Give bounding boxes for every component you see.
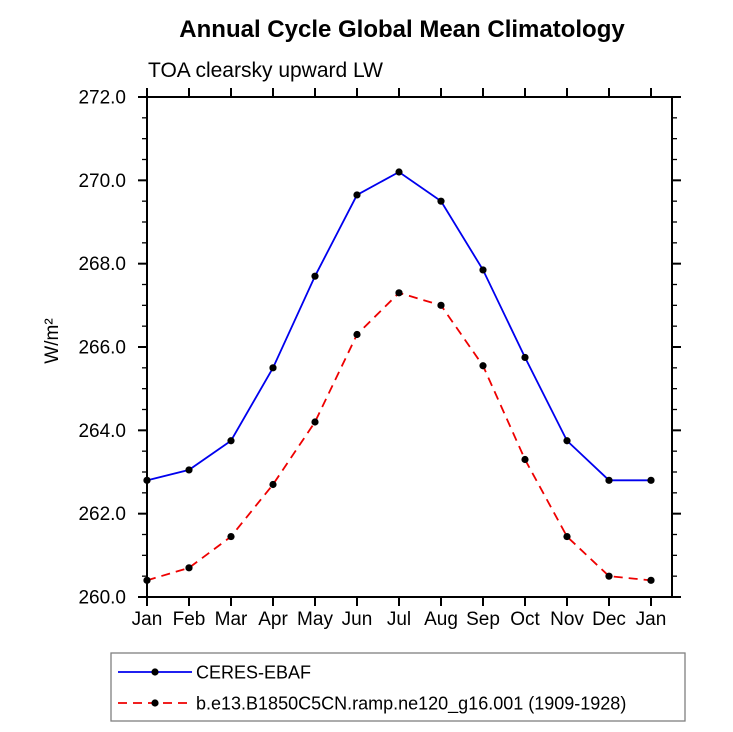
x-tick-label: Mar — [215, 609, 248, 630]
x-tick-label: Jan — [132, 609, 163, 630]
y-tick-label: 266.0 — [78, 338, 126, 359]
legend-marker-0 — [151, 668, 159, 676]
data-point — [311, 418, 319, 426]
x-tick-label: Apr — [258, 609, 288, 630]
legend-box — [110, 652, 686, 722]
data-series — [143, 168, 655, 584]
data-point — [605, 572, 613, 580]
y-tick-label: 262.0 — [78, 504, 126, 525]
data-point — [563, 437, 571, 445]
x-tick-label: Jun — [342, 609, 373, 630]
x-tick-labels: Jan Feb Mar Apr May Jun Jul Aug Sep Oct Nov Dec Jan — [132, 609, 667, 630]
data-point — [437, 301, 445, 309]
data-point — [185, 466, 193, 474]
data-point — [269, 364, 277, 372]
data-point — [353, 191, 361, 199]
x-tick-label: Dec — [592, 609, 626, 630]
chart-subtitle: TOA clearsky upward LW — [148, 59, 383, 82]
y-tick-labels: 260.0 262.0 264.0 266.0 268.0 270.0 272.0 — [78, 88, 126, 609]
data-point — [563, 532, 571, 541]
x-tick-label: Feb — [173, 609, 206, 630]
data-point — [647, 576, 655, 584]
x-tick-label: Oct — [510, 609, 540, 630]
legend-marker-1 — [151, 699, 159, 707]
x-tick-label: May — [297, 609, 333, 630]
data-point — [395, 168, 403, 176]
data-point — [521, 455, 529, 464]
data-point — [479, 362, 487, 370]
data-point — [353, 330, 361, 339]
x-tick-label: Sep — [466, 609, 500, 630]
y-tick-label: 260.0 — [78, 588, 126, 609]
data-point — [227, 437, 235, 445]
y-tick-label: 264.0 — [78, 421, 126, 442]
data-point — [311, 272, 319, 280]
axis-ticks — [138, 88, 681, 606]
x-tick-label: Nov — [550, 609, 584, 630]
y-tick-label: 272.0 — [78, 88, 126, 109]
y-tick-label: 268.0 — [78, 254, 126, 275]
data-point — [605, 476, 613, 484]
data-point — [227, 532, 235, 541]
series-line-0 — [146, 170, 651, 482]
legend-label-1: b.e13.B1850C5CN.ramp.ne120_g16.001 (1909… — [196, 694, 626, 715]
legend-label-0: CERES-EBAF — [196, 663, 311, 683]
plot-border — [146, 96, 673, 598]
data-point — [521, 353, 529, 362]
series-line-1 — [146, 291, 652, 582]
chart-title: Annual Cycle Global Mean Climatology — [179, 16, 625, 43]
data-point — [395, 289, 403, 297]
y-axis-label: W/m² — [42, 318, 63, 363]
data-point — [647, 476, 655, 484]
x-tick-label: Jul — [387, 609, 411, 630]
data-point — [479, 266, 487, 274]
y-tick-label: 270.0 — [78, 171, 126, 192]
x-tick-label: Aug — [424, 609, 458, 630]
data-point — [269, 480, 277, 489]
data-point — [185, 564, 193, 572]
x-tick-label: Jan — [636, 609, 667, 630]
legend: CERES-EBAF b.e13.B1850C5CN.ramp.ne120_g16… — [110, 652, 686, 722]
data-point — [437, 197, 445, 205]
